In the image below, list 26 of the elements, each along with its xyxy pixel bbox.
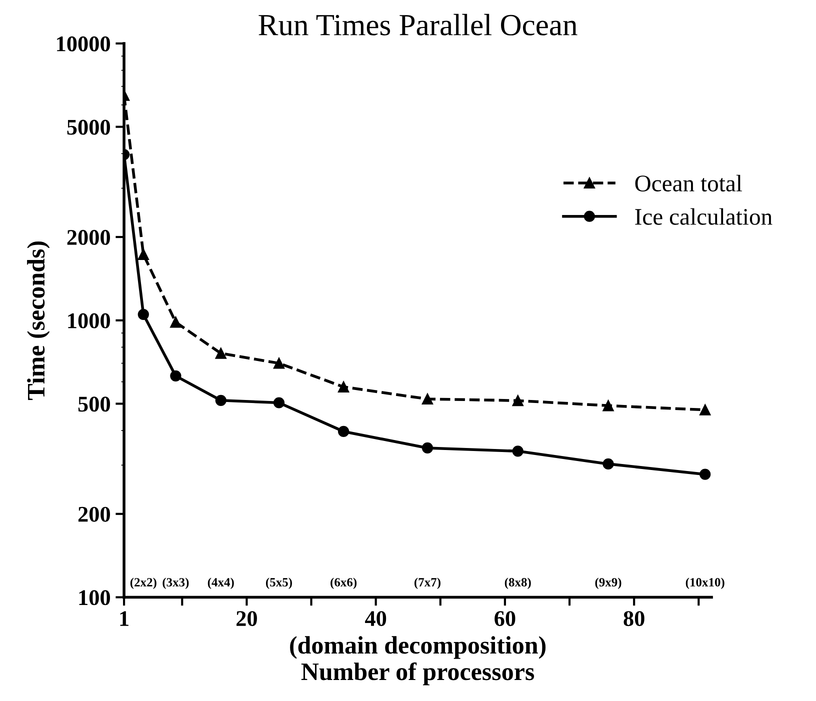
annotation: (7x7) bbox=[414, 578, 440, 590]
legend-label: Ocean total bbox=[635, 174, 742, 192]
y-axis-title: Time (seconds) bbox=[27, 241, 50, 400]
x-tick-label: 1 bbox=[120, 611, 128, 626]
annotation: (3x3) bbox=[162, 578, 189, 590]
y-tick-label: 10000 bbox=[57, 36, 110, 52]
annotation: (4x4) bbox=[208, 578, 234, 590]
y-tick-label: 5000 bbox=[67, 120, 110, 135]
chart-title: Run Times Parallel Ocean bbox=[258, 14, 578, 36]
x-tick-label: 80 bbox=[624, 611, 644, 626]
x-tick-label: 20 bbox=[236, 611, 257, 626]
x-tick-label: 60 bbox=[494, 611, 516, 626]
x-tick-label: 40 bbox=[365, 611, 386, 626]
annotation: (9x9) bbox=[595, 578, 622, 590]
y-tick-label: 500 bbox=[78, 396, 110, 412]
annotation: (8x8) bbox=[504, 578, 531, 590]
y-tick-label: 200 bbox=[78, 506, 110, 522]
y-tick-label: 100 bbox=[79, 590, 110, 606]
annotation: (10x10) bbox=[686, 578, 724, 590]
y-tick-label: 2000 bbox=[67, 230, 110, 245]
x-axis-title: (domain decomposition) Number of processors bbox=[290, 636, 546, 686]
annotation: (6x6) bbox=[330, 578, 357, 590]
annotation: (5x5) bbox=[266, 578, 292, 590]
y-tick-label: 1000 bbox=[68, 313, 110, 328]
legend-label: Ice calculation bbox=[635, 208, 772, 225]
annotation: (2x2) bbox=[130, 578, 156, 590]
